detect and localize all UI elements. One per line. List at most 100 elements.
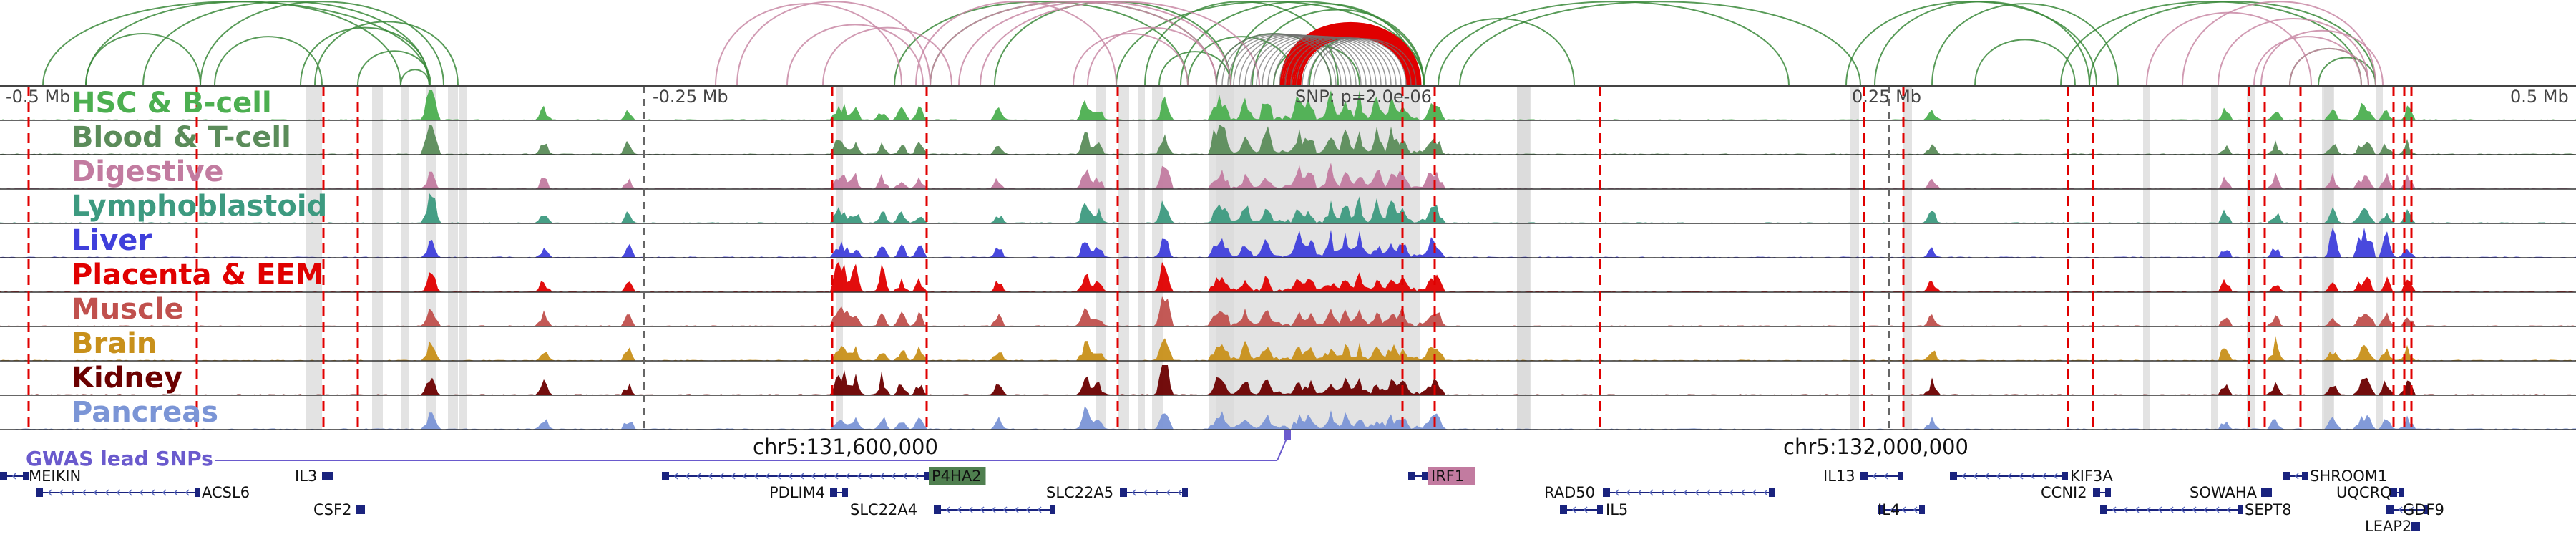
gene-label: RAD50 (1544, 484, 1595, 501)
strand-arrow (70, 489, 75, 496)
strand-arrow (719, 473, 724, 480)
interaction-arc (1299, 35, 1409, 87)
strand-arrow (1961, 473, 1966, 480)
interaction-arc (915, 1, 1117, 87)
gene-label: CCNI2 (2041, 484, 2087, 501)
strand-arrow (1649, 489, 1654, 496)
signal-track-5 (0, 262, 2576, 292)
strand-arrow (1996, 473, 2001, 480)
exon (2302, 472, 2308, 480)
gene-sowaha: SOWAHA (2190, 484, 2272, 501)
snp-pvalue-label: SNP: p=2.0e-06 (1295, 87, 1432, 107)
gwas-label: GWAS lead SNPs (26, 447, 213, 470)
interaction-arc (1116, 1, 1425, 87)
track-label-2: Digestive (72, 155, 224, 188)
interaction-arc (42, 1, 430, 87)
exon (2386, 505, 2394, 514)
interaction-arc (2060, 1, 2362, 87)
gene-gdf9: GDF9 (2386, 501, 2444, 518)
strand-arrow (696, 473, 701, 480)
strand-arrow (1177, 489, 1182, 496)
strand-arrow (673, 473, 678, 480)
strand-arrow (765, 473, 770, 480)
interaction-arc (2318, 57, 2376, 87)
exon (1898, 472, 1903, 480)
interaction-arc (200, 1, 444, 87)
strand-arrow (742, 473, 747, 480)
signal-track-1 (0, 125, 2576, 155)
exon (934, 505, 941, 514)
interaction-arc (1438, 1, 1790, 87)
snp-marker-lines (27, 86, 2413, 430)
strand-arrow (1729, 489, 1734, 496)
strand-arrow (1973, 473, 1978, 480)
gene-label: CSF2 (313, 501, 351, 518)
tick-left-mid: -0.25 Mb (653, 87, 728, 107)
interaction-arc (85, 33, 201, 87)
interaction-arc (930, 1, 1217, 87)
strand-arrow (834, 473, 839, 480)
signal-track-9 (0, 406, 2576, 430)
strand-arrow (93, 489, 98, 496)
interaction-arc (1974, 39, 2076, 87)
strand-arrow (127, 489, 132, 496)
strand-arrow (1571, 506, 1576, 513)
gene-slc22a4: SLC22A4 (850, 501, 1055, 518)
strand-arrow (2030, 473, 2035, 480)
exon (1560, 505, 1567, 514)
strand-arrow (2226, 506, 2231, 513)
track-label-8: Kidney (72, 362, 182, 395)
strand-arrow (708, 473, 713, 480)
gene-label: SHROOM1 (2310, 468, 2387, 485)
signal-track-6 (0, 296, 2576, 326)
strand-arrow (1660, 489, 1665, 496)
strand-arrow (2041, 473, 2046, 480)
interaction-arc (214, 36, 323, 87)
gene-pdlim4: PDLIM4 (769, 484, 848, 501)
exon (1950, 472, 1957, 480)
gene-label: SEPT8 (2245, 501, 2291, 518)
gene-leap2: LEAP2 (2365, 518, 2420, 535)
strand-arrow (857, 473, 862, 480)
exon (1860, 472, 1868, 480)
strand-arrow (1154, 489, 1159, 496)
strand-arrow (799, 473, 804, 480)
exon (2266, 488, 2272, 497)
strand-arrow (2192, 506, 2197, 513)
strand-arrow (957, 506, 962, 513)
strand-arrow (2157, 506, 2162, 513)
strand-arrow (47, 489, 52, 496)
gene-il13: IL13 (1823, 468, 1903, 485)
strand-arrow (2123, 506, 2128, 513)
interaction-arc (2146, 11, 2312, 87)
gene-slc22a5: SLC22A5 (1046, 484, 1188, 501)
gene-uqcrq: UQCRQ (2336, 484, 2404, 501)
gene-label: IL5 (1606, 501, 1628, 518)
strand-arrow (980, 506, 985, 513)
interaction-arc (786, 24, 924, 87)
strand-arrow (1740, 489, 1745, 496)
strand-arrow (185, 489, 190, 496)
exon (2093, 488, 2100, 497)
exon (2424, 505, 2429, 514)
interaction-arc (980, 1, 1260, 87)
gene-label: LEAP2 (2365, 518, 2411, 535)
interaction-arc (2253, 36, 2362, 87)
gene-label: GDF9 (2403, 501, 2444, 518)
track-label-6: Muscle (72, 293, 184, 326)
gene-il3: IL3 (295, 468, 333, 485)
interaction-arc (1279, 22, 1422, 87)
interaction-arc (1931, 3, 2119, 87)
strand-arrow (868, 473, 873, 480)
exon (1603, 488, 1610, 497)
coordinate-labels: chr5:131,600,000 chr5:132,000,000 (753, 435, 1968, 459)
strand-arrow (2409, 506, 2414, 513)
exon (2105, 488, 2111, 497)
interaction-arc (1282, 24, 1420, 87)
gene-annotation-track: MEIKIN ACSL6 IL3 CSF2 P4HA2 PDLIM4 SLC22A4 SLC2… (0, 467, 2444, 535)
interaction-arc (930, 1, 1217, 87)
gene-irf1: IRF1 (1408, 467, 1475, 485)
exon (2283, 472, 2290, 480)
